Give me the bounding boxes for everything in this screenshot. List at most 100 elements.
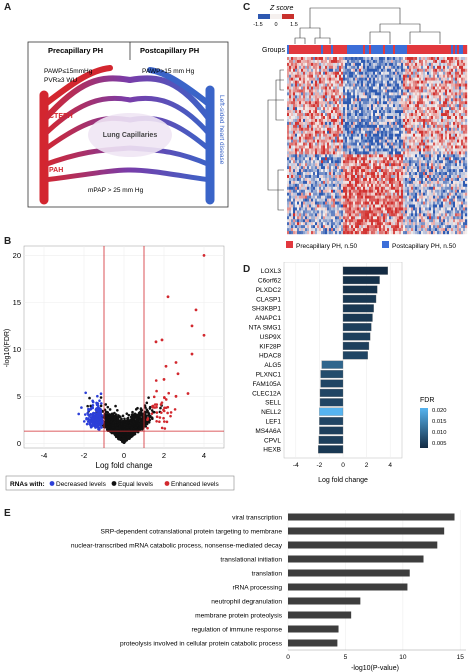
heatmap-cell [435, 213, 438, 217]
heatmap-cell [375, 89, 378, 93]
heatmap-cell [339, 74, 342, 78]
heatmap-cell [413, 145, 416, 149]
heatmap-cell [355, 104, 358, 108]
heatmap-cell [341, 113, 344, 117]
heatmap-cell [287, 74, 290, 78]
heatmap-cell [331, 98, 334, 102]
heatmap-cell [351, 183, 354, 187]
heatmap-cell [339, 130, 342, 134]
heatmap-cell [319, 157, 322, 161]
heatmap-cell [331, 201, 334, 205]
heatmap-cell [353, 166, 356, 170]
group-cell [331, 45, 334, 54]
group-cell [363, 45, 366, 54]
heatmap-cell [331, 59, 334, 64]
heatmap-cell [319, 89, 322, 93]
heatmap-cell [291, 207, 294, 211]
heatmap-cell [369, 213, 372, 217]
heatmap-cell [447, 101, 450, 105]
heatmap-cell [363, 201, 366, 205]
heatmap-cell [367, 101, 370, 105]
heatmap-cell [391, 139, 394, 143]
heatmap-cell [341, 210, 344, 214]
heatmap-cell [345, 166, 348, 170]
heatmap-cell [325, 207, 328, 211]
heatmap-cell [349, 148, 352, 152]
heatmap-cell [403, 89, 406, 93]
heatmap-cell [465, 189, 468, 193]
heatmap-cell [445, 116, 448, 120]
heatmap-cell [389, 198, 392, 202]
heatmap-cell [409, 80, 412, 84]
heatmap-cell [441, 74, 444, 78]
postcap-title: Postcapillary PH [140, 46, 199, 55]
heatmap-cell [339, 118, 342, 123]
heatmap-cell [417, 71, 420, 75]
heatmap-cell [379, 183, 382, 187]
heatmap-cell [427, 136, 430, 140]
heatmap-cell [323, 59, 326, 64]
heatmap-cell [357, 157, 360, 161]
heatmap-cell [381, 180, 384, 185]
heatmap-cell [429, 166, 432, 170]
heatmap-cell [351, 142, 354, 146]
heatmap-cell [429, 116, 432, 120]
heatmap-cell [365, 195, 368, 199]
heatmap-cell [409, 148, 412, 152]
heatmap-cell [319, 77, 322, 81]
heatmap-cell [395, 101, 398, 105]
heatmap-cell [385, 80, 388, 84]
heatmap-cell [447, 160, 450, 164]
heatmap-cell [347, 136, 350, 140]
heatmap-cell [411, 160, 414, 164]
heatmap-cell [425, 57, 428, 61]
heatmap-cell [429, 172, 432, 176]
heatmap-cell [465, 139, 468, 143]
heatmap-cell [369, 127, 372, 131]
heatmap-cell [445, 186, 448, 190]
heatmap-cell [333, 186, 336, 190]
heatmap-cell [295, 163, 298, 167]
heatmap-cell [339, 175, 342, 179]
heatmap-cell [361, 195, 364, 199]
heatmap-cell [333, 172, 336, 176]
heatmap-cell [447, 207, 450, 211]
heatmap-cell [299, 175, 302, 179]
heatmap-cell [349, 160, 352, 164]
heatmap-cell [289, 104, 292, 108]
heatmap-cell [339, 86, 342, 90]
heatmap-cell [287, 139, 290, 143]
heatmap-cell [363, 65, 366, 69]
heatmap-cell [425, 71, 428, 75]
heatmap-cell [373, 68, 376, 72]
heatmap-cell [381, 145, 384, 149]
heatmap-cell [441, 180, 444, 185]
heatmap-cell [343, 148, 346, 152]
groups-label: Groups [262, 47, 285, 54]
heatmap-cell [361, 157, 364, 161]
heatmap-cell [315, 124, 318, 128]
heatmap-cell [407, 169, 410, 173]
heatmap-cell [409, 172, 412, 176]
heatmap-cell [447, 86, 450, 90]
heatmap-cell [465, 62, 468, 67]
heatmap-cell [287, 154, 290, 158]
heatmap-cell [403, 201, 406, 205]
heatmap-cell [459, 65, 462, 69]
heatmap-cell [289, 160, 292, 164]
heatmap-cell [297, 192, 300, 196]
heatmap-cell [437, 110, 440, 114]
heatmap-cell [417, 121, 420, 126]
heatmap-cell [373, 151, 376, 155]
heatmap-cell [369, 101, 372, 105]
heatmap-cell [399, 127, 402, 131]
heatmap-cell [385, 183, 388, 187]
heatmap-cell [429, 198, 432, 202]
heatmap-cell [351, 160, 354, 164]
heatmap-cell [403, 145, 406, 149]
heatmap-cell [345, 130, 348, 134]
heatmap-cell [411, 172, 414, 176]
heatmap-cell [363, 210, 366, 214]
heatmap-cell [389, 113, 392, 117]
heatmap-cell [439, 104, 442, 108]
